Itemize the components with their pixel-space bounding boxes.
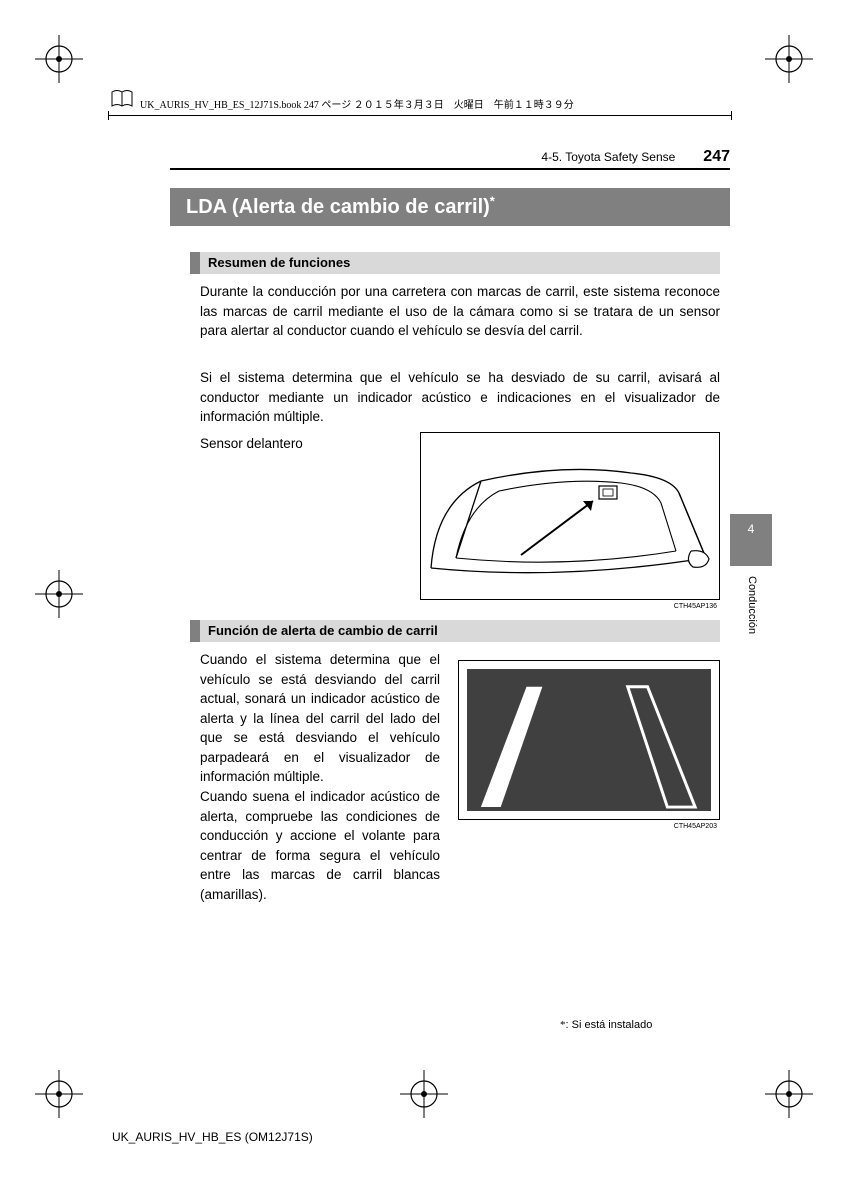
figure-lane-display: CTH45AP203	[458, 660, 720, 820]
page-number: 247	[703, 148, 730, 166]
figure-sensor: CTH45AP136	[420, 432, 720, 600]
chapter-tab: 4	[730, 514, 772, 566]
title-text: LDA (Alerta de cambio de carril)	[186, 196, 490, 218]
meta-book-line: UK_AURIS_HV_HB_ES_12J71S.book 247 ページ ２０…	[140, 96, 574, 111]
crop-mark-bl	[35, 1070, 83, 1118]
figure-1-code: CTH45AP136	[674, 603, 717, 610]
sensor-label: Sensor delantero	[200, 434, 370, 454]
crop-mark-br	[765, 1070, 813, 1118]
subheading-funcion: Función de alerta de cambio de carril	[190, 620, 720, 642]
crop-mark-ml	[35, 570, 83, 618]
section-reference: 4-5. Toyota Safety Sense	[541, 150, 675, 164]
paragraph-1: Durante la conducción por una carretera …	[200, 282, 720, 341]
figure-2-code: CTH45AP203	[674, 823, 717, 830]
paragraph-4: Cuando el sistema determina que el vehíc…	[200, 650, 440, 904]
chapter-number: 4	[748, 522, 755, 536]
book-icon	[110, 88, 134, 115]
footnote: *: Si está instalado	[560, 1019, 652, 1031]
subheading-resumen: Resumen de funciones	[190, 252, 720, 274]
title-asterisk: *	[490, 193, 495, 208]
page-header: 4-5. Toyota Safety Sense 247	[170, 148, 730, 166]
crop-mark-tr	[765, 35, 813, 83]
footer-document-code: UK_AURIS_HV_HB_ES (OM12J71S)	[112, 1130, 313, 1144]
footnote-text: : Si está instalado	[566, 1019, 653, 1031]
crop-mark-tl	[35, 35, 83, 83]
meta-rule	[108, 115, 732, 116]
page-title: LDA (Alerta de cambio de carril)*	[170, 188, 730, 226]
paragraph-2: Si el sistema determina que el vehículo …	[200, 368, 720, 427]
chapter-label: Conducción	[746, 576, 758, 634]
crop-mark-bm	[400, 1070, 448, 1118]
header-rule	[170, 168, 730, 170]
